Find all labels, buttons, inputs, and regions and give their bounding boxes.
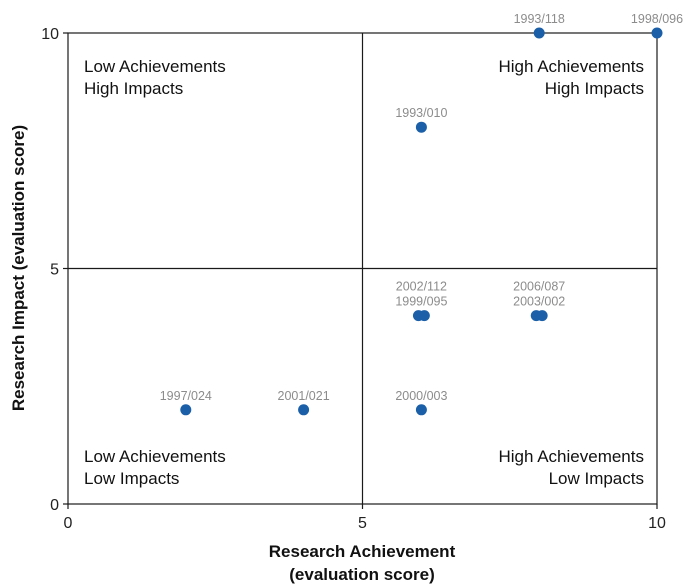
- y-tick-label: 0: [50, 497, 59, 514]
- point-label: 2006/087: [513, 280, 565, 294]
- point-label: 1993/010: [395, 106, 447, 120]
- data-point: [536, 310, 548, 322]
- data-points: [180, 27, 663, 416]
- data-point: [533, 27, 545, 39]
- axis-titles: Research Achievement (evaluation score) Re…: [9, 125, 456, 584]
- quadrant-label-bottom-right: High Achievements Low Impacts: [498, 447, 644, 488]
- point-labels: 1993/118 1998/096 1993/010 2002/1121999/095…: [160, 12, 683, 403]
- point-label: 1993/118: [514, 12, 565, 26]
- quadrant-label-bottom-right-line: High Achievements: [498, 447, 644, 466]
- data-point: [415, 121, 427, 133]
- point-label: 1997/024: [160, 389, 212, 403]
- axis-ticks: 0 5 10 0 5 10: [41, 26, 666, 532]
- quadrant-label-bottom-left: Low Achievements Low Impacts: [84, 447, 226, 488]
- point-label: 1998/096: [631, 12, 683, 26]
- quadrant-label-top-right-line: High Achievements: [498, 57, 644, 76]
- quadrant-label-top-right: High Achievements High Impacts: [498, 57, 644, 98]
- point-label: 2000/003: [395, 389, 447, 403]
- data-point: [180, 404, 192, 416]
- data-point: [418, 310, 430, 322]
- x-axis-title: Research Achievement: [269, 542, 456, 561]
- quadrant-label-bottom-left-line: Low Impacts: [84, 469, 179, 488]
- quadrant-label-top-left-line: Low Achievements: [84, 57, 226, 76]
- point-label: 2001/021: [278, 389, 330, 403]
- x-tick-label: 0: [64, 515, 73, 532]
- x-tick-label: 5: [358, 515, 367, 532]
- point-label: 1999/095: [395, 295, 447, 309]
- x-axis-title: (evaluation score): [289, 565, 435, 584]
- plot-frame: [67, 32, 658, 505]
- quadrant-label-bottom-right-line: Low Impacts: [549, 469, 644, 488]
- quadrant-label-top-right-line: High Impacts: [545, 79, 644, 98]
- data-point: [415, 404, 427, 416]
- y-tick-label: 10: [41, 26, 59, 43]
- point-label: 2002/112: [396, 280, 447, 294]
- quadrant-label-bottom-left-line: Low Achievements: [84, 447, 226, 466]
- x-tick-label: 10: [648, 515, 666, 532]
- data-point: [651, 27, 663, 39]
- point-label: 2003/002: [513, 295, 565, 309]
- y-tick-label: 5: [50, 262, 59, 279]
- quadrant-label-top-left-line: High Impacts: [84, 79, 183, 98]
- quadrant-label-top-left: Low Achievements High Impacts: [84, 57, 226, 98]
- data-point: [298, 404, 310, 416]
- y-axis-title: Research Impact (evaluation score): [9, 125, 28, 411]
